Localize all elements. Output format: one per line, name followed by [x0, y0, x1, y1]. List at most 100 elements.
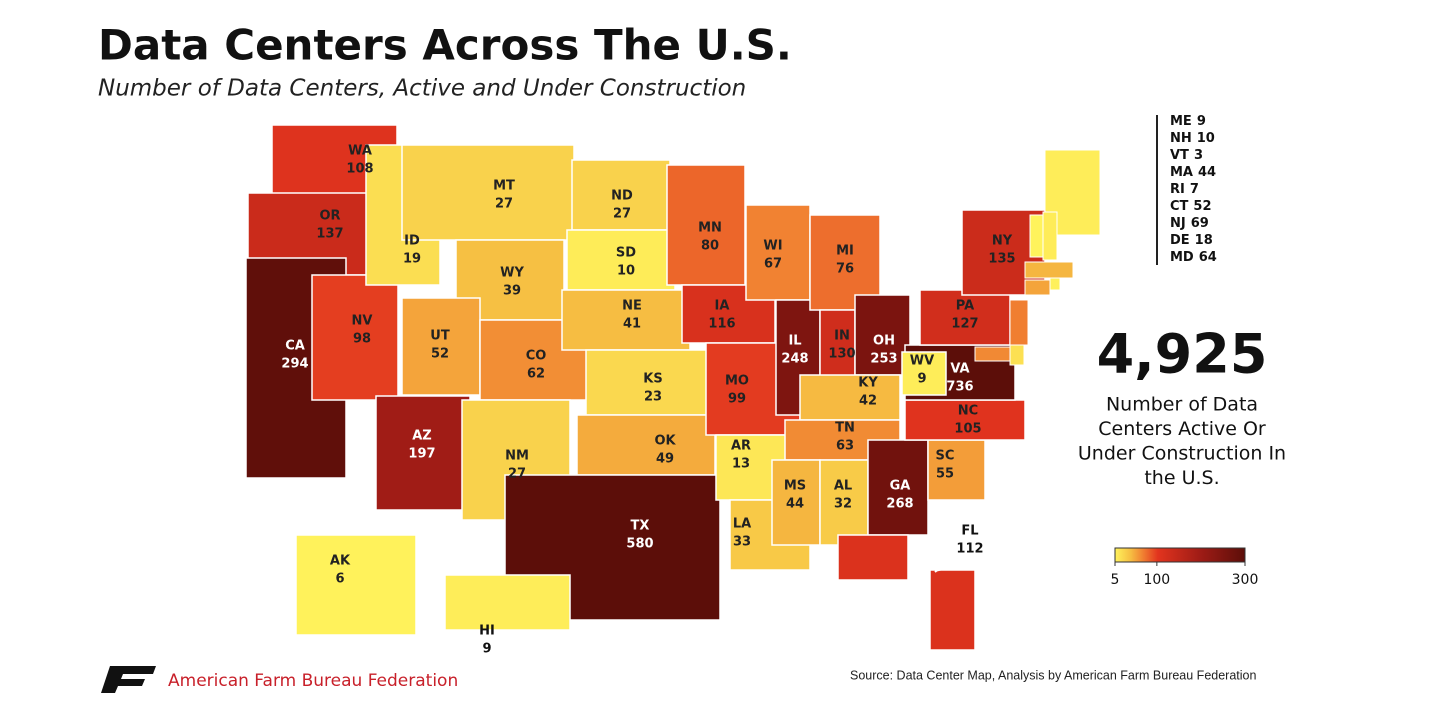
legend-bar	[1114, 547, 1246, 563]
logo: American Farm Bureau Federation	[101, 666, 458, 693]
small-state	[1024, 279, 1051, 296]
small-state-value: 52	[1193, 199, 1211, 214]
state	[809, 214, 881, 311]
state-value: 67	[764, 257, 782, 272]
state-abbr: VA	[950, 362, 969, 377]
state-abbr: GA	[890, 479, 911, 494]
state-abbr: AK	[330, 554, 351, 569]
source: Source: Data Center Map, Analysis by Ame…	[850, 668, 1256, 682]
state-abbr: KS	[643, 372, 662, 387]
small-state-abbr: CT	[1170, 199, 1189, 214]
small-state-entry: DE 18	[1170, 233, 1213, 248]
state-value: 80	[701, 239, 719, 254]
state-abbr: ID	[404, 234, 420, 249]
small-state-entry: RI 7	[1170, 182, 1199, 197]
state	[566, 229, 676, 291]
caption-line: the U.S.	[1144, 467, 1219, 489]
small-state-value: 3	[1194, 148, 1203, 163]
fl-arrow-head	[935, 564, 943, 572]
state-abbr: PA	[956, 299, 974, 314]
state-value: 32	[834, 497, 852, 512]
state-abbr: OR	[319, 209, 340, 224]
state-abbr: HI	[479, 624, 495, 639]
state-abbr: NC	[958, 404, 978, 419]
state-value: 580	[626, 537, 653, 552]
state-value: 13	[732, 457, 750, 472]
map: WA 108 OR 137 CA 294 NV 98 ID 19 MT 27 WY 39 UT 52 AZ 197…	[245, 124, 1101, 657]
state-abbr: MS	[784, 479, 806, 494]
state-abbr: WA	[348, 144, 372, 159]
state-abbr: WI	[763, 239, 782, 254]
small-state	[1042, 211, 1058, 261]
small-state-value: 64	[1199, 250, 1217, 265]
small-state-entry: VT 3	[1170, 148, 1203, 163]
state-abbr: IA	[715, 299, 730, 314]
state-value: 27	[495, 197, 513, 212]
small-state-abbr: VT	[1170, 148, 1189, 163]
state	[444, 574, 571, 631]
state-abbr: KY	[858, 376, 878, 391]
legend-tick-label: 100	[1143, 572, 1170, 588]
state-value: 63	[836, 439, 854, 454]
state-value: 197	[408, 447, 435, 462]
state-value: 41	[623, 317, 641, 332]
state-value: 112	[956, 542, 983, 557]
state-value: 98	[353, 332, 371, 347]
state-abbr: ND	[611, 189, 633, 204]
small-state-value: 69	[1191, 216, 1209, 231]
state-abbr: IN	[834, 329, 850, 344]
small-state-value: 18	[1195, 233, 1213, 248]
small-state-abbr: NJ	[1170, 216, 1186, 231]
small-state-entry: ME 9	[1170, 114, 1206, 129]
small-state-entry: NJ 69	[1170, 216, 1209, 231]
state	[576, 414, 716, 476]
state-value: 10	[617, 264, 635, 279]
state-value: 49	[656, 452, 674, 467]
state-value: 55	[936, 467, 954, 482]
small-state-value: 44	[1198, 165, 1216, 180]
state-abbr: CO	[526, 349, 547, 364]
small-state-entry: MA 44	[1170, 165, 1216, 180]
state-value: 105	[954, 422, 981, 437]
state-abbr: WY	[500, 266, 524, 281]
state-abbr: WV	[910, 354, 934, 369]
state-abbr: AL	[834, 479, 852, 494]
state	[837, 534, 909, 581]
state-value: 9	[917, 372, 926, 387]
state-abbr: SC	[936, 449, 955, 464]
state-abbr: MN	[698, 221, 722, 236]
small-state	[1009, 344, 1025, 366]
state	[771, 459, 821, 546]
state-abbr: AZ	[412, 429, 432, 444]
small-state-entry: NH 10	[1170, 131, 1215, 146]
subtitle: Number of Data Centers, Active and Under…	[98, 76, 746, 102]
state-abbr: FL	[961, 524, 978, 539]
small-state-value: 7	[1190, 182, 1199, 197]
caption-line: Under Construction In	[1078, 443, 1286, 465]
state	[666, 164, 746, 286]
caption-line: Number of Data	[1106, 394, 1258, 416]
legend: 5 100 300	[1111, 562, 1258, 588]
organization: American Farm Bureau Federation	[168, 671, 458, 691]
state	[401, 144, 575, 241]
state-value: 33	[733, 535, 751, 550]
state-abbr: UT	[430, 329, 450, 344]
state-abbr: MT	[493, 179, 515, 194]
state-abbr: CA	[285, 339, 305, 354]
state-value: 248	[781, 352, 808, 367]
state-abbr: TN	[835, 421, 855, 436]
state	[311, 274, 399, 401]
small-state-abbr: MD	[1170, 250, 1194, 265]
state-value: 135	[988, 252, 1015, 267]
state	[927, 439, 986, 501]
state-value: 27	[613, 207, 631, 222]
small-state	[1024, 261, 1074, 279]
state-value: 253	[870, 352, 897, 367]
small-state-entry: MD 64	[1170, 250, 1217, 265]
total: 4,925	[1097, 323, 1268, 386]
small-state-abbr: DE	[1170, 233, 1190, 248]
state-value: 99	[728, 392, 746, 407]
